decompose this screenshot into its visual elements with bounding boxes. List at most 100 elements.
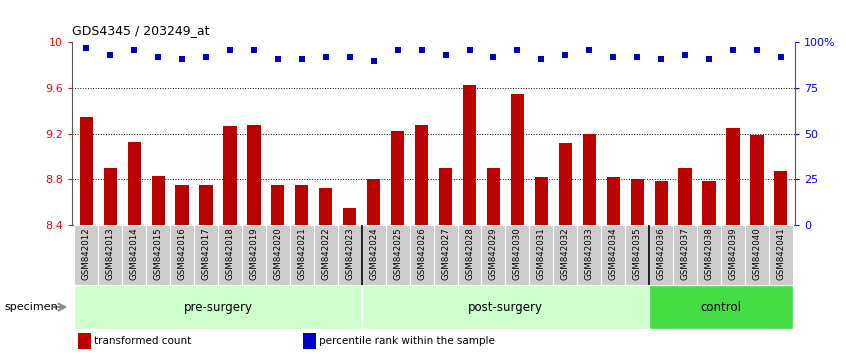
Bar [242,225,266,285]
Point [726,47,739,53]
Text: GSM842020: GSM842020 [273,227,283,280]
Bar [223,126,237,225]
Bar [678,168,692,225]
Bar [314,225,338,285]
Text: GSM842030: GSM842030 [513,227,522,280]
Bar [535,177,548,225]
Bar [391,131,404,225]
Bar [697,225,721,285]
Point [247,47,261,53]
Bar [367,179,381,225]
Text: GSM842041: GSM842041 [777,227,785,280]
Point [103,52,117,58]
Bar [577,225,602,285]
Bar [218,225,242,285]
Text: GSM842014: GSM842014 [129,227,139,280]
Text: GSM842015: GSM842015 [154,227,162,280]
Text: GSM842016: GSM842016 [178,227,187,280]
Bar [146,225,170,285]
Point [367,58,381,64]
Bar [463,85,476,225]
Bar [272,185,284,225]
Point [486,54,500,60]
Text: GSM842034: GSM842034 [609,227,618,280]
Bar [409,225,433,285]
Point [558,52,572,58]
Bar [74,285,362,329]
Bar [769,225,793,285]
Point [774,54,788,60]
Point [630,54,644,60]
Point [319,54,332,60]
Bar [655,182,667,225]
Bar [175,185,189,225]
Text: GSM842025: GSM842025 [393,227,402,280]
Bar [247,125,261,225]
Point [223,47,237,53]
Bar [649,225,673,285]
Bar [750,135,763,225]
Point [439,52,453,58]
Bar [122,225,146,285]
Point [607,54,620,60]
Text: GSM842040: GSM842040 [752,227,761,280]
Bar [439,168,452,225]
Point [128,47,141,53]
Point [463,47,476,53]
Text: GSM842024: GSM842024 [369,227,378,280]
Bar [78,333,91,349]
Bar [553,225,577,285]
Text: pre-surgery: pre-surgery [184,301,252,314]
Text: GSM842017: GSM842017 [201,227,211,280]
Point [343,54,356,60]
Text: GSM842027: GSM842027 [441,227,450,280]
Bar [486,168,500,225]
Text: GSM842031: GSM842031 [537,227,546,280]
Point [535,56,548,62]
Bar [530,225,553,285]
Bar [303,333,316,349]
Bar [583,133,596,225]
Bar [702,182,716,225]
Point [271,56,284,62]
Text: GSM842037: GSM842037 [680,227,689,280]
Text: GSM842023: GSM842023 [345,227,354,280]
Point [80,45,93,51]
Bar [727,128,739,225]
Text: GSM842033: GSM842033 [585,227,594,280]
Point [175,56,189,62]
Text: GSM842019: GSM842019 [250,227,258,280]
Text: transformed count: transformed count [95,336,192,346]
Bar [458,225,481,285]
Bar [194,225,218,285]
Bar [319,188,332,225]
Bar [104,168,117,225]
Text: control: control [700,301,741,314]
Bar [290,225,314,285]
Bar [774,171,788,225]
Bar [630,179,644,225]
Text: GSM842036: GSM842036 [656,227,666,280]
Point [654,56,667,62]
Point [511,47,525,53]
Text: GDS4345 / 203249_at: GDS4345 / 203249_at [72,24,210,37]
Bar [505,225,530,285]
Text: GSM842035: GSM842035 [633,227,641,280]
Text: specimen: specimen [4,302,58,312]
Bar [338,225,362,285]
Bar [128,142,140,225]
Bar [558,143,572,225]
Text: GSM842018: GSM842018 [226,227,234,280]
Bar [625,225,649,285]
Bar [511,94,524,225]
Text: GSM842038: GSM842038 [705,227,713,280]
Bar [362,285,649,329]
Text: GSM842021: GSM842021 [297,227,306,280]
Text: GSM842039: GSM842039 [728,227,738,280]
Bar [673,225,697,285]
Text: GSM842012: GSM842012 [82,227,91,280]
Text: GSM842032: GSM842032 [561,227,570,280]
Bar [481,225,505,285]
Bar [80,116,93,225]
Bar [266,225,290,285]
